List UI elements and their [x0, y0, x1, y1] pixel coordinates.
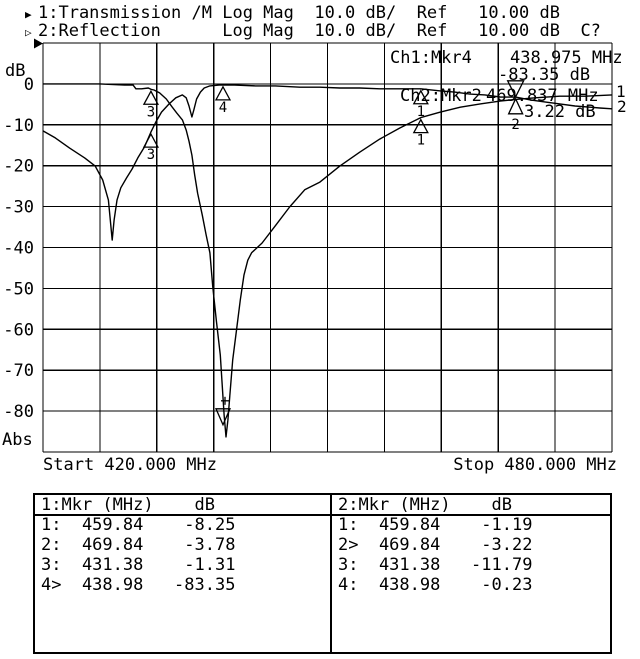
ch1-marker-frequency: 438.975 MHz	[510, 48, 623, 68]
marker-table-divider	[330, 495, 332, 652]
y-axis-unit-label: dB	[5, 61, 25, 81]
marker-1: 1	[412, 89, 429, 120]
marker-number-label: 3	[147, 147, 155, 163]
inactive-channel-marker-icon: ▷	[25, 26, 32, 39]
stop-frequency-label: Stop 480.000 MHz	[453, 455, 617, 475]
marker-1: 1	[412, 118, 429, 149]
ch2-marker-value: 3.22 dB	[524, 102, 596, 122]
y-axis-tick-label: -50	[3, 279, 34, 299]
trace2-tag: 2	[617, 97, 627, 116]
channel1-annotation: ▶ 1:Transmission /M Log Mag 10.0 dB/ Ref …	[25, 4, 560, 24]
ch1-marker-readout-label: Ch1:Mkr4	[390, 48, 472, 68]
ch2-marker-frequency: 469.837 MHz	[486, 86, 599, 106]
marker-number-label: 2	[511, 117, 519, 133]
markers: 3 3 4 1 1 2	[142, 80, 525, 427]
y-axis-tick-label: -60	[3, 320, 34, 340]
trace1-tag: 1	[616, 82, 626, 101]
marker-3: 3	[142, 89, 160, 120]
y-axis-tick-label: -80	[3, 402, 34, 422]
trace-reflection	[42, 84, 613, 241]
active-channel-marker-icon: ▶	[25, 8, 32, 21]
marker-table-header-rule	[35, 514, 610, 516]
marker-active-min	[214, 396, 231, 427]
y-axis-tick-label: -10	[3, 116, 34, 136]
ch2-marker-readout-label: Ch2:Mkr2	[400, 86, 482, 106]
marker-2: 2	[506, 80, 525, 133]
trace-transmission	[43, 83, 613, 438]
marker-number-label: 4	[219, 100, 227, 116]
y-axis-tick-label: -20	[3, 157, 34, 177]
marker-4: 4	[214, 85, 232, 116]
marker-number-label: 3	[147, 104, 155, 120]
marker-table-ch2: 2:Mkr (MHz) dB 1: 459.84 -1.19 2> 469.84…	[338, 495, 533, 595]
start-frequency-label: Start 420.000 MHz	[43, 455, 217, 475]
marker-readout: Ch1:Mkr4 438.975 MHz-83.35 dB Ch2:Mkr2 469.…	[390, 48, 627, 122]
marker-table: 1:Mkr (MHz) dB 1: 459.84 -8.25 2: 469.84…	[33, 493, 612, 654]
y-axis-tick-label: 0	[24, 75, 34, 95]
channel1-annotation-text: 1:Transmission /M Log Mag 10.0 dB/ Ref 1…	[38, 3, 560, 23]
marker-3: 3	[142, 132, 160, 163]
measurement-plot: dB0 -10 -20 -30 -40 -50 -60 -70 -80 Abs Start 420.…	[2, 38, 627, 475]
marker-number-label: 1	[417, 133, 425, 149]
y-axis-tick-label: -30	[3, 198, 34, 218]
marker-table-ch1: 1:Mkr (MHz) dB 1: 459.84 -8.25 2: 469.84…	[41, 495, 236, 595]
marker-number-label: 1	[417, 104, 425, 120]
y-axis-labels: dB0 -10 -20 -30 -40 -50 -60 -70 -80 Abs	[2, 61, 34, 450]
y-axis-tick-label: -40	[3, 239, 34, 259]
y-axis-tick-label: -70	[3, 361, 34, 381]
y-axis-bottom-label: Abs	[2, 430, 33, 450]
channel2-annotation-text: 2:Reflection Log Mag 10.0 dB/ Ref 10.00 …	[38, 21, 601, 41]
ref-level-arrow-icon	[34, 38, 43, 49]
x-axis-labels: Start 420.000 MHz Stop 480.000 MHz	[43, 455, 617, 475]
ch1-marker-value: -83.35 dB	[498, 65, 590, 85]
channel2-annotation: ▷ 2:Reflection Log Mag 10.0 dB/ Ref 10.00…	[25, 22, 601, 42]
